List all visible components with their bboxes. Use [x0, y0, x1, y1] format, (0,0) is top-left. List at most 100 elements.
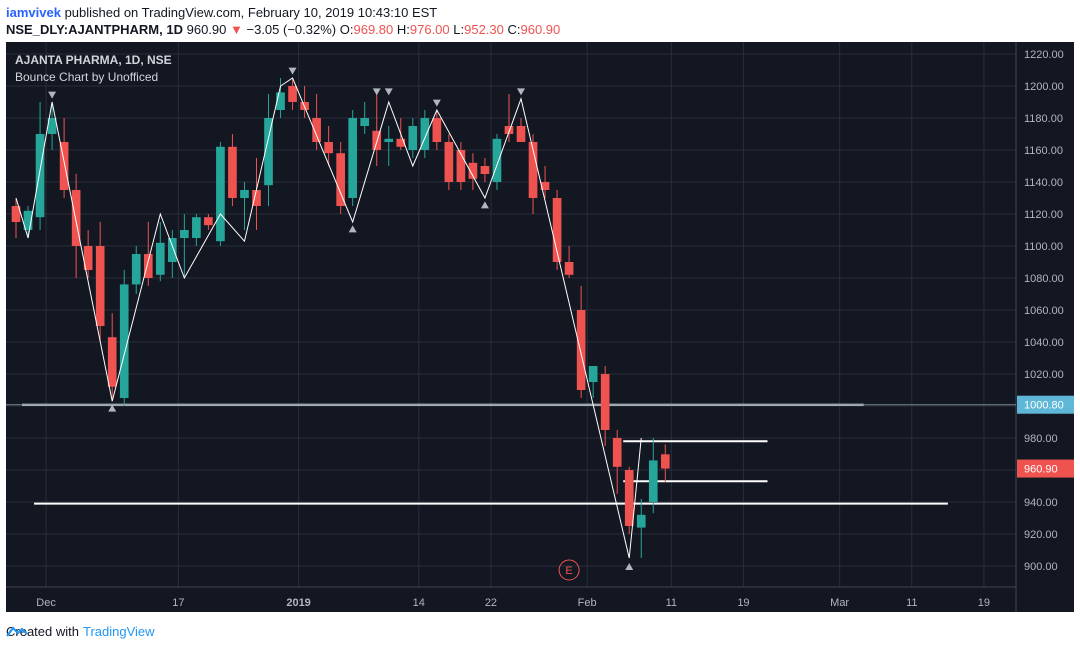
low-value: 952.30	[464, 22, 504, 37]
candle-body	[636, 514, 646, 528]
tradingview-link[interactable]: TradingView	[82, 624, 155, 639]
last-price-label-bg	[1017, 459, 1074, 478]
x-tick-label: Feb	[578, 597, 597, 609]
candle-body	[264, 118, 273, 186]
candle-body	[420, 118, 430, 150]
candle-body	[95, 246, 105, 326]
candle-body	[180, 230, 189, 238]
created-with-label: Created with	[6, 624, 79, 639]
candle-body	[516, 126, 526, 142]
candle-body	[492, 138, 502, 182]
zigzag-line	[15, 77, 642, 559]
y-tick-label: 1080.00	[1024, 273, 1064, 285]
y-tick-label: 1160.00	[1024, 145, 1063, 157]
y-tick-label: 1100.00	[1024, 241, 1063, 253]
x-tick-label: 17	[172, 597, 184, 609]
candle-body	[336, 153, 345, 206]
chart-area[interactable]: 900.00920.00940.00960.00980.001000.00102…	[6, 42, 1074, 612]
x-tick-label: 2019	[286, 597, 310, 609]
candle-body	[131, 254, 141, 285]
x-tick-label: 11	[666, 597, 677, 609]
candle-body	[155, 242, 165, 275]
earnings-marker-icon	[558, 559, 580, 581]
earnings-marker-label: E	[565, 565, 572, 577]
candle-body	[71, 190, 81, 246]
last-price-label: 960.90	[1024, 464, 1058, 476]
candle-body	[432, 118, 442, 142]
author-link[interactable]: iamvivek	[6, 5, 61, 20]
pivot-low-marker-icon	[348, 225, 357, 233]
candle-body	[612, 438, 622, 467]
y-tick-label: 1020.00	[1024, 369, 1064, 381]
pivot-high-marker-icon	[432, 99, 441, 107]
candle-body	[276, 92, 285, 110]
tradingview-logo-icon	[6, 626, 28, 637]
candle-body	[540, 182, 550, 190]
chart-subtitle: Bounce Chart by Unofficed	[15, 70, 159, 84]
chart-legend: AJANTA PHARMA, 1D, NSE Bounce Chart by U…	[15, 52, 172, 86]
candle-body	[35, 134, 45, 218]
candle-body	[408, 126, 418, 150]
candle-body	[83, 246, 93, 270]
pivot-high-marker-icon	[372, 88, 381, 96]
y-tick-label: 980.00	[1024, 433, 1058, 445]
publish-info: published on TradingView.com, February 1…	[64, 5, 438, 20]
candle-body	[288, 86, 297, 102]
candle-body	[119, 284, 129, 398]
candle-body	[384, 138, 394, 142]
y-tick-label: 1180.00	[1024, 113, 1063, 125]
symbol-label: NSE_DLY:AJANTPHARM, 1D	[6, 22, 183, 37]
high-label: H:	[396, 22, 410, 37]
x-tick-label: Mar	[830, 597, 849, 609]
x-tick-label: Dec	[36, 597, 56, 609]
candle-body	[588, 366, 598, 382]
candle-body	[396, 138, 406, 147]
x-tick-label: 19	[737, 597, 749, 609]
change-label: −3.05 (−0.32%)	[246, 22, 337, 37]
y-tick-label: 940.00	[1024, 497, 1058, 509]
candle-body	[600, 374, 610, 430]
candle-body	[228, 146, 237, 198]
candle-body	[468, 162, 478, 179]
open-label: O:	[339, 22, 354, 37]
candlestick-chart[interactable]: 900.00920.00940.00960.00980.001000.00102…	[6, 42, 1074, 612]
pivot-high-marker-icon	[288, 67, 297, 75]
pivot-low-marker-icon	[480, 201, 489, 209]
level-price-label: 1000.80	[1024, 400, 1064, 412]
candle-body	[648, 460, 658, 502]
y-tick-label: 1040.00	[1024, 337, 1064, 349]
y-tick-label: 900.00	[1024, 561, 1058, 573]
close-value: 960.90	[520, 22, 561, 37]
candle-body	[624, 470, 634, 526]
candle-body	[204, 217, 213, 226]
pivot-high-marker-icon	[517, 88, 526, 96]
down-arrow-icon: ▼	[230, 22, 243, 37]
footer: Created with TradingView	[6, 624, 155, 639]
price-label: 960.90	[186, 22, 227, 37]
candle-body	[11, 206, 21, 222]
candle-body	[252, 190, 261, 206]
open-value: 969.80	[353, 22, 394, 37]
candle-body	[360, 118, 370, 126]
candle-body	[528, 142, 538, 198]
candle-body	[23, 210, 33, 230]
y-tick-label: 1060.00	[1024, 305, 1064, 317]
candle-body	[564, 262, 574, 275]
publish-header: iamvivek published on TradingView.com, F…	[6, 4, 437, 22]
candle-body	[660, 454, 670, 469]
candle-body	[312, 118, 321, 142]
x-tick-label: 11	[906, 597, 917, 609]
low-label: L:	[453, 22, 465, 37]
x-tick-label: 22	[485, 597, 497, 609]
candle-body	[216, 146, 225, 242]
candle-body	[192, 217, 201, 238]
pivot-high-marker-icon	[48, 91, 57, 99]
ohlc-line: NSE_DLY:AJANTPHARM, 1D 960.90 ▼ −3.05 (−…	[6, 22, 560, 37]
y-tick-label: 1220.00	[1024, 49, 1064, 61]
candle-body	[480, 166, 490, 174]
candle-body	[47, 118, 57, 134]
candle-body	[552, 198, 562, 262]
chart-title: AJANTA PHARMA, 1D, NSE	[15, 53, 172, 67]
candle-body	[444, 142, 454, 182]
pivot-low-marker-icon	[108, 404, 117, 412]
